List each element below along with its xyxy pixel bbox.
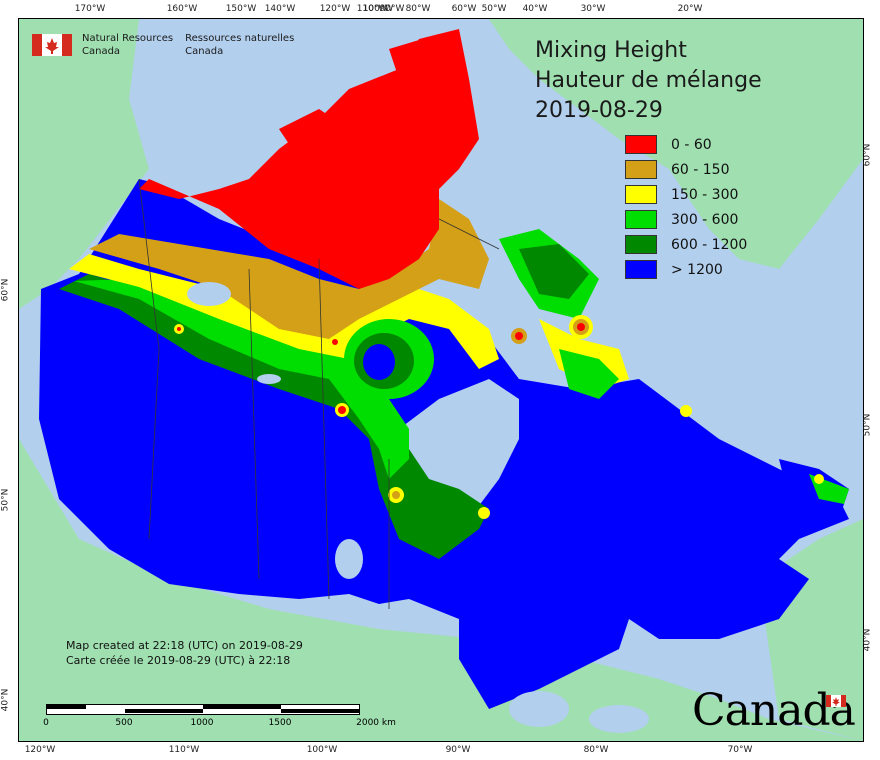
map-title-block: Mixing Height Hauteur de mélange 2019-08… [535, 36, 762, 126]
legend-swatch [625, 260, 657, 279]
tick-top-0: 170°W [74, 4, 106, 14]
agency-name-en-1: Natural Resources [82, 33, 174, 44]
tick-top-11: 40°W [522, 4, 548, 14]
map-frame [18, 18, 864, 742]
legend-label: > 1200 [671, 261, 723, 278]
tick-top-10: 50°W [481, 4, 507, 14]
tick-right-2: 40°N [862, 628, 873, 652]
alaska-landmass [19, 19, 149, 309]
province-boundaries [138, 178, 500, 609]
scale-label: 500 [115, 718, 133, 728]
tick-bottom-5: 70°W [727, 745, 753, 755]
tick-top-5: 110°W [356, 4, 388, 14]
tick-top-6: 100°W [362, 4, 394, 14]
tick-bottom-0: 120°W [24, 745, 56, 755]
tick-top-8: 80°W [405, 4, 431, 14]
wordmark-flag-icon [826, 692, 846, 707]
zone-0-60-arctic [89, 29, 479, 289]
legend-swatch [625, 160, 657, 179]
creation-stamp: Map created at 22:18 (UTC) on 2019-08-29… [66, 638, 303, 668]
hotspots [174, 315, 824, 519]
agency-name-fr-2: Canada [185, 46, 224, 57]
greenland-landmass [489, 19, 863, 269]
legend-item: > 1200 [625, 257, 747, 282]
lakes [187, 282, 714, 733]
tick-bottom-4: 80°W [583, 745, 609, 755]
creation-stamp-en: Map created at 22:18 (UTC) on 2019-08-29 [66, 639, 303, 652]
legend-label: 60 - 150 [671, 161, 730, 178]
newfoundland [779, 459, 849, 524]
tick-top-12: 30°W [580, 4, 606, 14]
tick-bottom-3: 90°W [445, 745, 471, 755]
labrador-darkgreen-zone [519, 244, 589, 299]
tick-top-2: 150°W [225, 4, 257, 14]
map-title-fr: Hauteur de mélange [535, 68, 762, 93]
tick-bottom-2: 100°W [306, 745, 338, 755]
legend-item: 300 - 600 [625, 207, 747, 232]
tick-bottom-1: 110°W [168, 745, 200, 755]
tick-right-0: 60°N [862, 143, 873, 167]
tick-left-1: 50°N [0, 488, 11, 512]
zone-600-1200-band [59, 274, 489, 559]
legend: 0 - 60 60 - 150 150 - 300 300 - 600 600 … [625, 132, 747, 282]
tick-left-2: 40°N [0, 688, 11, 712]
quebec-north-green [559, 349, 619, 399]
map-canvas [19, 19, 863, 741]
canada-wordmark: Canada [692, 685, 856, 736]
legend-item: 0 - 60 [625, 132, 747, 157]
agency-name-en-2: Canada [82, 46, 121, 57]
tick-top-4: 120°W [319, 4, 351, 14]
legend-item: 600 - 1200 [625, 232, 747, 257]
legend-item: 60 - 150 [625, 157, 747, 182]
central-blue-core [363, 344, 395, 380]
legend-swatch [625, 135, 657, 154]
scale-label: 2000 km [356, 718, 396, 728]
arctic-island-red-2 [389, 34, 459, 89]
tick-top-9: 60°W [451, 4, 477, 14]
agency-name-fr-1: Ressources naturelles [185, 33, 295, 44]
zone-150-300-band [69, 254, 499, 369]
tick-top-3: 140°W [264, 4, 296, 14]
scale-bar-graphic [46, 704, 360, 715]
legend-label: 0 - 60 [671, 136, 712, 153]
tick-top-1: 160°W [166, 4, 198, 14]
legend-label: 150 - 300 [671, 186, 739, 203]
legend-label: 300 - 600 [671, 211, 739, 228]
map-title-en: Mixing Height [535, 38, 687, 63]
tick-left-0: 60°N [0, 278, 11, 302]
tick-top-13: 20°W [677, 4, 703, 14]
tick-right-1: 50°N [862, 413, 873, 437]
legend-swatch [625, 185, 657, 204]
map-date: 2019-08-29 [535, 98, 663, 123]
legend-label: 600 - 1200 [671, 236, 748, 253]
legend-swatch [625, 210, 657, 229]
zone-60-150-band [89, 199, 489, 339]
canada-flag-icon [32, 34, 72, 56]
usa-landmass [19, 439, 863, 741]
agency-signature: Natural Resources Canada Ressources natu… [32, 32, 306, 58]
scale-label: 1000 [190, 718, 214, 728]
creation-stamp-fr: Carte créée le 2019-08-29 (UTC) à 22:18 [66, 654, 291, 667]
arctic-island-red [279, 109, 349, 159]
scale-label: 1500 [268, 718, 292, 728]
tick-top-7: 90°W [379, 4, 405, 14]
scale-bar: 0 500 1000 1500 2000 km [43, 704, 396, 728]
scale-label: 0 [43, 718, 49, 728]
legend-item: 150 - 300 [625, 182, 747, 207]
legend-swatch [625, 235, 657, 254]
